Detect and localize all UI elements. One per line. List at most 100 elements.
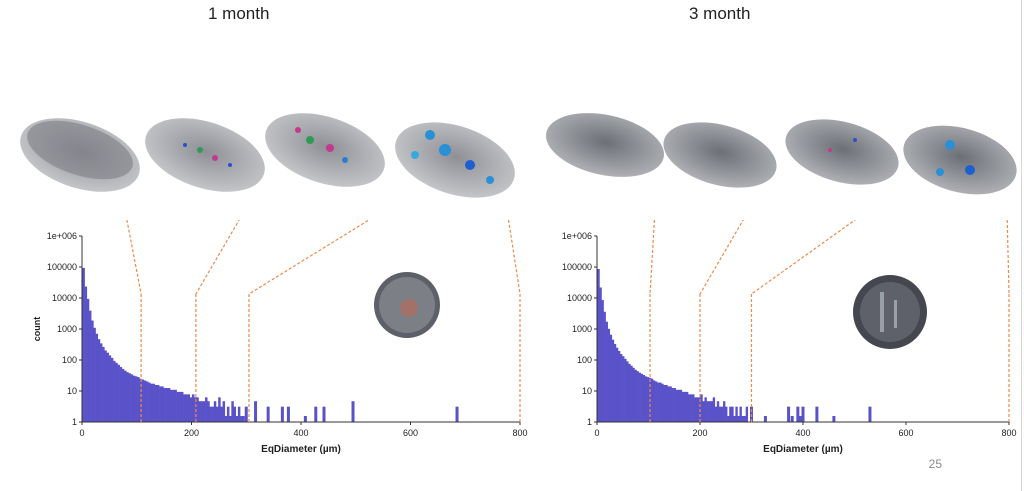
- histogram-bar: [745, 406, 749, 422]
- x-tick-label: 600: [403, 428, 418, 438]
- histogram-bar: [198, 401, 201, 422]
- histogram-bar: [646, 377, 650, 422]
- x-tick-label: 800: [512, 428, 527, 438]
- histogram-bar: [615, 347, 619, 422]
- sample-cross-section-3month: [853, 275, 927, 349]
- histogram-bar: [597, 269, 600, 422]
- histogram-bar: [115, 362, 118, 422]
- histogram-bar: [714, 406, 718, 422]
- histogram-bar: [642, 375, 646, 422]
- histogram-bar: [222, 401, 226, 422]
- scan-render-1: [20, 118, 140, 192]
- histogram-bar: [671, 388, 674, 422]
- y-tick-label: 100: [62, 355, 77, 365]
- histogram-bar: [700, 394, 703, 422]
- histogram-bar: [150, 383, 153, 422]
- histogram-bar: [124, 370, 127, 422]
- histogram-bar: [224, 416, 228, 422]
- histogram-bar: [211, 406, 215, 422]
- histogram-bar: [763, 416, 767, 422]
- histogram-bar: [178, 391, 182, 422]
- histogram-bar: [242, 416, 245, 422]
- histogram-bar: [134, 376, 138, 422]
- thumbnails-1month: [20, 113, 515, 198]
- histogram-bar: [209, 406, 212, 422]
- histogram-bar: [130, 374, 134, 422]
- scan-render-4: [395, 122, 515, 198]
- histogram-bar: [815, 406, 819, 422]
- histogram-bar: [99, 343, 103, 422]
- histogram-bar: [82, 267, 85, 422]
- histogram-bar: [93, 327, 96, 422]
- histogram-bar: [611, 339, 615, 422]
- y-tick-label: 10000: [52, 293, 77, 303]
- scan-render-6: [663, 122, 777, 188]
- scan-render-3: [265, 113, 385, 187]
- histogram-bar: [95, 333, 99, 422]
- histogram-bar: [226, 406, 230, 422]
- histogram-bar: [669, 386, 672, 422]
- histogram-bar: [143, 380, 147, 422]
- x-tick-label: 400: [795, 428, 810, 438]
- histogram-bar: [652, 380, 656, 422]
- histogram-bar: [650, 378, 654, 422]
- scan-connector-line: [195, 220, 240, 295]
- histogram-bar: [351, 401, 355, 422]
- y-tick-label: 1: [72, 417, 77, 427]
- histogram-bar: [706, 401, 709, 422]
- histogram-bar: [244, 406, 248, 422]
- histogram-bar: [86, 298, 90, 422]
- histogram-bar: [156, 385, 160, 422]
- histogram-bar: [733, 416, 736, 422]
- histogram-bar: [683, 391, 687, 422]
- histogram-bar: [84, 286, 88, 422]
- histogram-bar: [603, 311, 606, 422]
- histogram-bar: [266, 406, 270, 422]
- histogram-bar: [183, 394, 186, 422]
- histogram-bar: [620, 354, 623, 422]
- histogram-bar: [113, 360, 116, 422]
- histogram-bar: [710, 401, 714, 422]
- scan-render-2: [145, 118, 265, 192]
- histogram-bar: [132, 375, 136, 422]
- histogram-bar: [254, 401, 258, 422]
- histogram-bar: [110, 357, 114, 422]
- histogram-bar: [240, 416, 243, 422]
- histogram-bar: [191, 394, 195, 422]
- histogram-bar: [207, 401, 210, 422]
- histogram-bar: [609, 334, 613, 422]
- histogram-bar: [280, 406, 284, 422]
- scan-connector-line: [248, 220, 370, 295]
- histogram-bar: [832, 416, 836, 422]
- histogram-bar: [702, 401, 705, 422]
- histogram-bar: [787, 406, 791, 422]
- histogram-bar: [172, 389, 175, 422]
- histogram-bar: [640, 373, 643, 422]
- histogram-bar: [233, 406, 236, 422]
- y-tick-label: 1e+006: [47, 231, 77, 241]
- histogram-bar: [657, 382, 660, 422]
- histogram-bar: [868, 406, 872, 422]
- y-tick-label: 10: [582, 386, 592, 396]
- histogram-bar: [196, 397, 199, 422]
- histogram-bar: [675, 389, 679, 422]
- histogram-bar: [718, 406, 722, 422]
- histogram-bar: [659, 382, 662, 422]
- histogram-bar: [303, 416, 307, 422]
- x-tick-label: 600: [898, 428, 913, 438]
- histogram-bar: [679, 389, 683, 422]
- histogram-bar: [167, 388, 171, 422]
- x-tick-label: 200: [692, 428, 707, 438]
- histogram-bar: [88, 310, 92, 422]
- histogram-bar: [690, 394, 693, 422]
- histogram-bar: [796, 406, 800, 422]
- histogram-bar: [187, 394, 191, 422]
- x-tick-label: 800: [1001, 428, 1016, 438]
- histogram-bar: [655, 381, 658, 422]
- histogram-bar: [97, 339, 101, 422]
- histogram-bar: [624, 358, 627, 422]
- histogram-bar: [729, 406, 732, 422]
- histogram-bar: [91, 320, 94, 422]
- histogram-bar: [694, 397, 697, 422]
- histogram-bar: [727, 416, 730, 422]
